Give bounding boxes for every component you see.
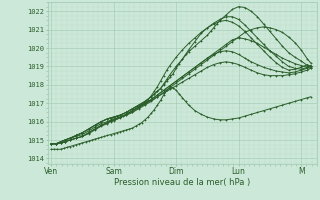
X-axis label: Pression niveau de la mer( hPa ): Pression niveau de la mer( hPa ) bbox=[114, 178, 251, 187]
